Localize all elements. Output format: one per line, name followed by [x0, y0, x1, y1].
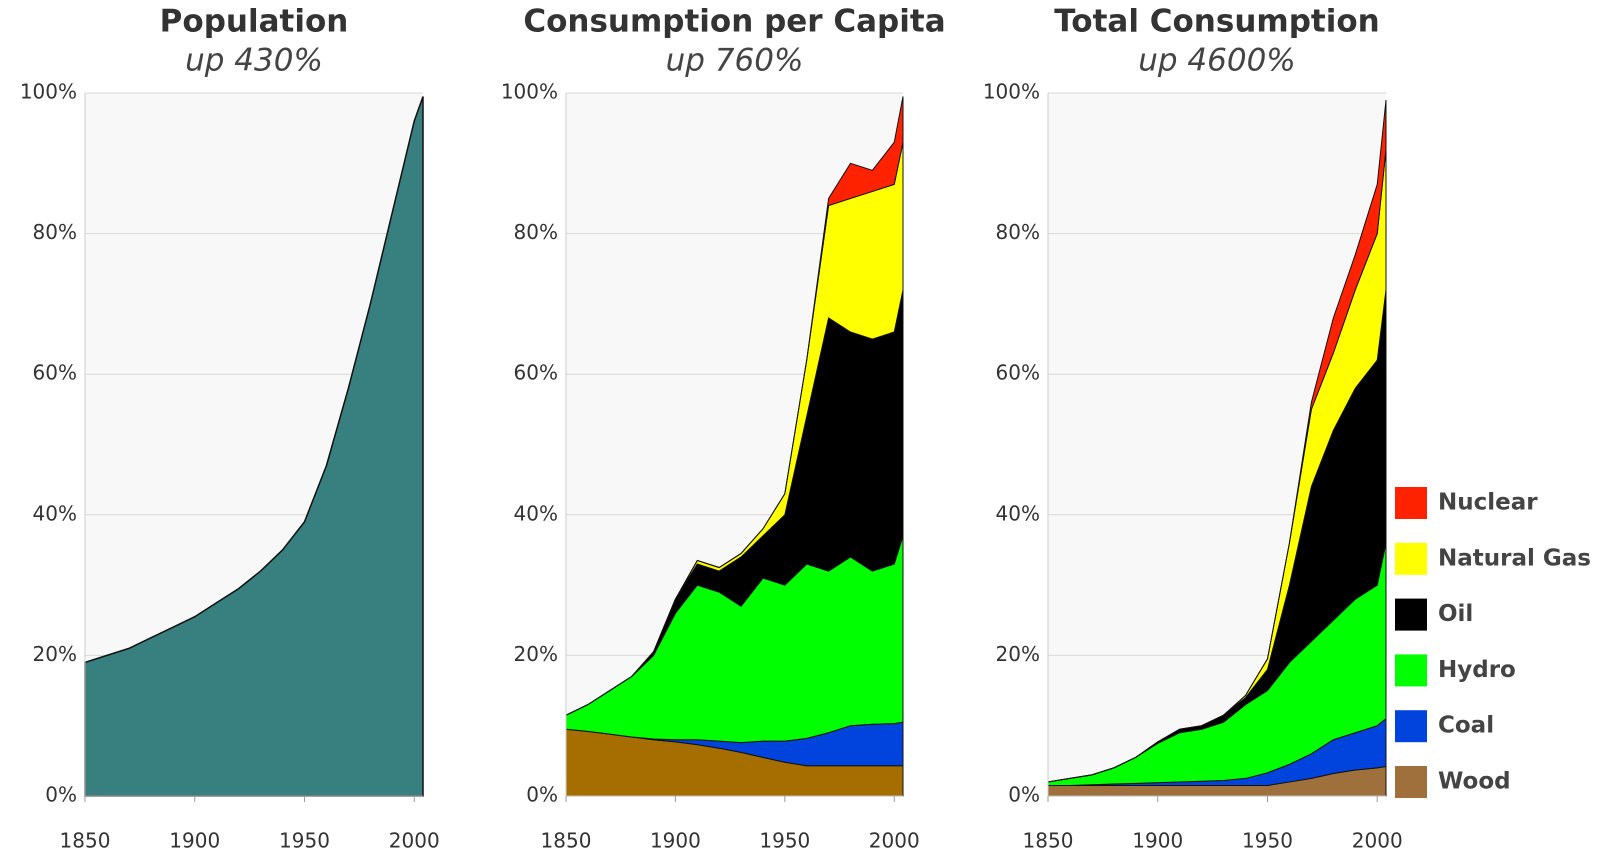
x-tick-label: 2000: [869, 829, 920, 852]
y-tick-label: 0%: [1008, 783, 1040, 807]
x-tick-label: 1900: [650, 829, 701, 852]
y-tick-label: 60%: [514, 361, 558, 385]
x-tick-label: 1950: [279, 829, 330, 852]
chart-subtitle: up 430%: [185, 43, 323, 79]
legend-label: Nuclear: [1438, 490, 1538, 516]
y-tick-label: 20%: [514, 642, 558, 666]
y-tick-label: 80%: [996, 220, 1040, 244]
area-layer: [1047, 99, 1387, 783]
y-tick-label: 100%: [983, 80, 1040, 104]
x-tick-label: 1900: [169, 829, 220, 852]
y-tick-label: 0%: [45, 783, 77, 807]
y-tick-label: 0%: [526, 783, 558, 807]
y-tick-label: 40%: [514, 501, 558, 525]
legend-label: Oil: [1438, 601, 1473, 627]
y-tick-label: 20%: [996, 642, 1040, 666]
legend-label: Wood: [1438, 769, 1511, 795]
x-tick-label: 1900: [1132, 829, 1183, 852]
y-tick-label: 40%: [33, 501, 77, 525]
x-tick-label: 1850: [541, 829, 592, 852]
chart-title: Total Consumption: [1054, 4, 1379, 40]
y-tick-label: 20%: [33, 642, 77, 666]
y-tick-label: 100%: [501, 80, 558, 104]
area-layer: [565, 96, 904, 716]
y-tick-label: 60%: [33, 361, 77, 385]
legend-swatch: [1395, 654, 1427, 687]
chart-subtitle: up 4600%: [1138, 43, 1296, 79]
chart-subtitle: up 760%: [666, 43, 804, 79]
x-tick-label: 1950: [759, 829, 810, 852]
chart-title: Population: [160, 4, 349, 40]
y-tick-label: 80%: [514, 220, 558, 244]
legend-swatch: [1395, 598, 1427, 631]
y-tick-label: 40%: [996, 501, 1040, 525]
y-tick-label: 60%: [996, 361, 1040, 385]
legend-label: Natural Gas: [1438, 545, 1591, 571]
legend-label: Hydro: [1438, 657, 1516, 683]
x-tick-label: 1850: [1023, 829, 1074, 852]
area: [84, 96, 424, 797]
legend-swatch: [1395, 710, 1427, 743]
x-tick-label: 2000: [389, 829, 440, 852]
x-tick-label: 1850: [60, 829, 111, 852]
legend-swatch: [1395, 542, 1427, 575]
chart-title: Consumption per Capita: [523, 4, 945, 40]
x-tick-label: 2000: [1352, 829, 1403, 852]
y-tick-label: 100%: [20, 80, 77, 104]
x-tick-label: 1950: [1242, 829, 1293, 852]
legend-label: Coal: [1438, 713, 1494, 739]
legend-swatch: [1395, 766, 1427, 798]
legend-swatch: [1395, 487, 1427, 519]
y-tick-label: 80%: [33, 220, 77, 244]
